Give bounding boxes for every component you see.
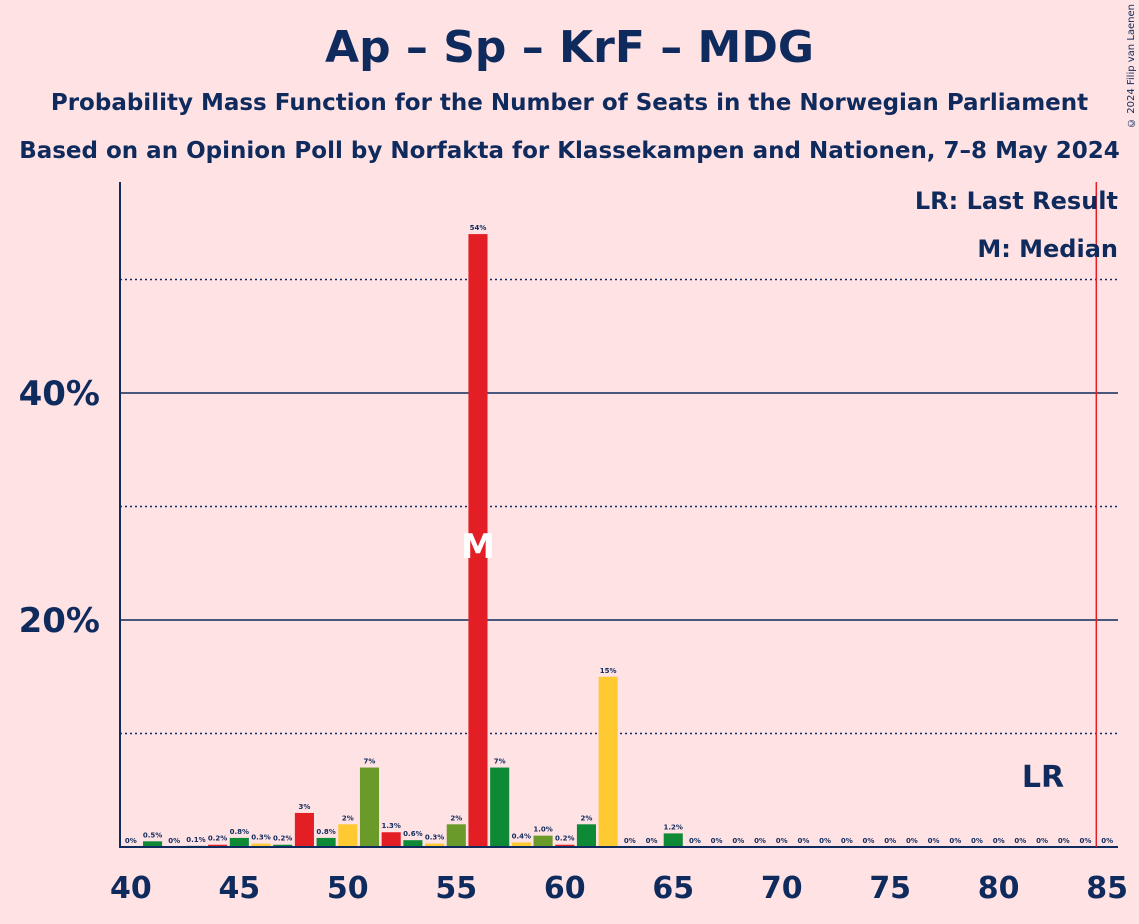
bar-62 bbox=[598, 676, 618, 847]
bar-label-63: 0% bbox=[624, 837, 636, 845]
bar-label-80: 0% bbox=[993, 837, 1005, 845]
bar-56 bbox=[468, 234, 488, 848]
bar-59 bbox=[533, 835, 553, 847]
bar-label-58: 0.4% bbox=[512, 832, 531, 840]
bar-label-84: 0% bbox=[1080, 837, 1092, 845]
bar-55 bbox=[446, 824, 466, 847]
bar-49 bbox=[316, 837, 336, 847]
bar-label-77: 0% bbox=[928, 837, 940, 845]
bar-label-50: 2% bbox=[342, 814, 354, 822]
x-tick-55: 55 bbox=[435, 871, 477, 906]
bar-label-62: 15% bbox=[600, 667, 617, 675]
bar-label-76: 0% bbox=[906, 837, 918, 845]
bar-label-60: 0.2% bbox=[555, 835, 574, 843]
bar-label-41: 0.5% bbox=[143, 831, 162, 839]
bar-label-79: 0% bbox=[971, 837, 983, 845]
bar-label-40: 0% bbox=[125, 837, 137, 845]
bar-label-48: 3% bbox=[298, 803, 310, 811]
bar-label-44: 0.2% bbox=[208, 835, 227, 843]
x-tick-85: 85 bbox=[1086, 871, 1128, 906]
markers: LR M LR: Last Result M: Median bbox=[461, 182, 1118, 847]
y-tick-20: 20% bbox=[19, 601, 100, 641]
bar-label-57: 7% bbox=[494, 758, 506, 766]
bar-label-81: 0% bbox=[1014, 837, 1026, 845]
bar-48 bbox=[294, 812, 314, 847]
bar-label-85: 0% bbox=[1101, 837, 1113, 845]
bar-51 bbox=[359, 767, 380, 847]
bar-47 bbox=[273, 844, 293, 847]
bar-label-46: 0.3% bbox=[251, 834, 270, 842]
bar-label-75: 0% bbox=[884, 837, 896, 845]
bar-58 bbox=[511, 842, 531, 847]
bar-53 bbox=[403, 840, 423, 847]
x-tick-40: 40 bbox=[110, 871, 152, 906]
bar-label-71: 0% bbox=[797, 837, 809, 845]
bar-46 bbox=[251, 843, 271, 847]
bar-60 bbox=[555, 844, 575, 847]
x-tick-75: 75 bbox=[869, 871, 911, 906]
bar-label-68: 0% bbox=[732, 837, 744, 845]
bar-label-82: 0% bbox=[1036, 837, 1048, 845]
bar-label-69: 0% bbox=[754, 837, 766, 845]
last-result-label: LR bbox=[1022, 760, 1064, 795]
legend-last-result: LR: Last Result bbox=[915, 187, 1118, 215]
x-tick-70: 70 bbox=[761, 871, 803, 906]
chart-subtitle-poll: Based on an Opinion Poll by Norfakta for… bbox=[19, 138, 1120, 164]
bar-54 bbox=[425, 843, 445, 847]
bar-44 bbox=[208, 844, 228, 847]
bar-label-67: 0% bbox=[711, 837, 723, 845]
median-marker: M bbox=[461, 527, 495, 567]
x-tick-60: 60 bbox=[544, 871, 586, 906]
legend-median: M: Median bbox=[977, 235, 1118, 263]
bar-label-66: 0% bbox=[689, 837, 701, 845]
bar-label-65: 1.2% bbox=[664, 823, 683, 831]
x-tick-80: 80 bbox=[978, 871, 1020, 906]
bar-label-74: 0% bbox=[863, 837, 875, 845]
bar-label-43: 0.1% bbox=[186, 836, 205, 844]
chart-subtitle: Probability Mass Function for the Number… bbox=[50, 90, 1089, 116]
bar-50 bbox=[338, 824, 358, 847]
bar-52 bbox=[381, 832, 401, 847]
bar-45 bbox=[229, 837, 249, 847]
bar-label-51: 7% bbox=[364, 758, 376, 766]
x-tick-65: 65 bbox=[652, 871, 694, 906]
bar-label-78: 0% bbox=[949, 837, 961, 845]
bar-label-54: 0.3% bbox=[425, 834, 444, 842]
bars bbox=[142, 234, 683, 848]
bar-label-45: 0.8% bbox=[230, 828, 249, 836]
bar-61 bbox=[576, 824, 597, 847]
bar-label-72: 0% bbox=[819, 837, 831, 845]
bar-label-53: 0.6% bbox=[403, 830, 422, 838]
bar-label-70: 0% bbox=[776, 837, 788, 845]
bar-57 bbox=[490, 767, 510, 847]
chart-title: Ap – Sp – KrF – MDG bbox=[325, 22, 814, 73]
bar-41 bbox=[142, 841, 163, 847]
bar-label-59: 1.0% bbox=[533, 826, 552, 834]
y-tick-40: 40% bbox=[19, 374, 100, 414]
bar-label-73: 0% bbox=[841, 837, 853, 845]
bar-65 bbox=[663, 833, 683, 847]
axes bbox=[119, 182, 1118, 848]
bar-label-56: 54% bbox=[470, 224, 487, 232]
bar-label-64: 0% bbox=[646, 837, 658, 845]
x-tick-45: 45 bbox=[218, 871, 260, 906]
bar-labels: 0%0.5%0% 0.1% 0.2%0.8%0.3% 0.2%3%0.8%2%7%1.… bbox=[125, 224, 1113, 845]
tick-labels: 40 45 50 55 60 65 70 75 80 85 20% 40% bbox=[19, 374, 1128, 906]
bar-label-52: 1.3% bbox=[381, 822, 400, 830]
gridlines bbox=[120, 278, 1118, 735]
bar-label-61: 2% bbox=[581, 814, 593, 822]
bar-label-83: 0% bbox=[1058, 837, 1070, 845]
bar-label-47: 0.2% bbox=[273, 835, 292, 843]
bar-label-55: 2% bbox=[450, 814, 462, 822]
x-tick-50: 50 bbox=[327, 871, 369, 906]
bar-label-42: 0% bbox=[168, 837, 180, 845]
bar-label-49: 0.8% bbox=[316, 828, 335, 836]
